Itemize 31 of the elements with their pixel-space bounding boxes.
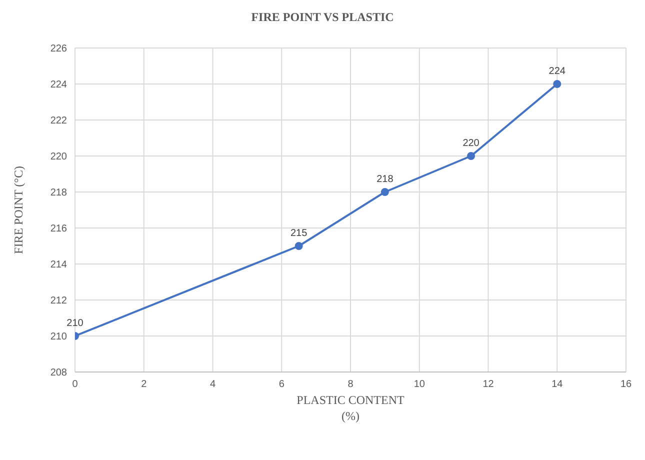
point (294, 242, 303, 250)
x-tick-label: 12 (482, 379, 494, 390)
chart-title: FIRE POINT VS PLASTIC (250, 10, 395, 25)
point (467, 152, 476, 160)
data-label: 210 (66, 318, 84, 329)
point (553, 80, 562, 88)
y-tick-label: 216 (50, 224, 68, 235)
y-tick-label: 214 (50, 260, 68, 271)
y-tick-label: 226 (50, 44, 68, 55)
x-tick-label: 0 (72, 379, 78, 390)
x-tick-label: 4 (210, 379, 216, 390)
data-label: 220 (462, 138, 480, 149)
y-tick-label: 210 (50, 332, 68, 343)
y-tick-label: 218 (50, 188, 68, 199)
x-tick-label: 10 (414, 379, 426, 390)
x-tick-label: 2 (141, 379, 148, 390)
x-tick-label: 14 (552, 379, 564, 390)
y-tick-label: 222 (50, 116, 68, 127)
y-tick-label: 224 (50, 80, 68, 91)
x-tick-label: 8 (348, 379, 354, 390)
x-tick-label: 6 (278, 379, 285, 390)
data-label: 224 (548, 66, 566, 77)
y-tick-label: 220 (50, 152, 68, 163)
data-label: 215 (290, 228, 308, 239)
y-tick-label: 212 (50, 296, 68, 307)
y-tick-label: 208 (50, 368, 68, 379)
x-axis-title: PLASTIC CONTENT (%) (296, 393, 405, 423)
data-label: 218 (376, 174, 394, 185)
y-axis-title: FIRE POINT (°C) (11, 166, 26, 254)
point (380, 188, 389, 196)
x-tick-label: 16 (620, 379, 632, 390)
